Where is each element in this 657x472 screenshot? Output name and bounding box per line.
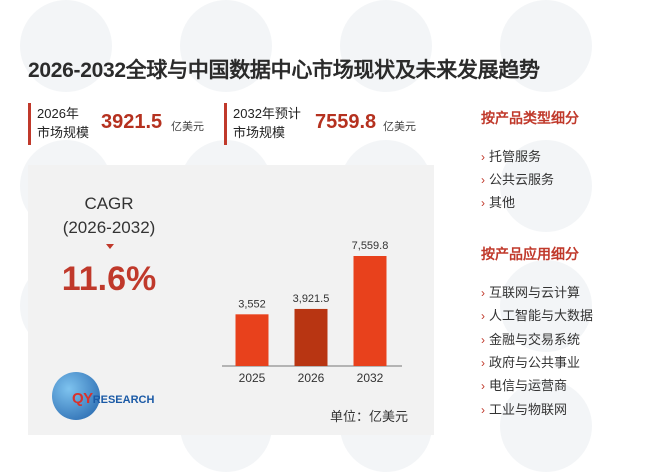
bar-value-label: 3,921.5 [293, 293, 330, 305]
logo-text: QYRESEARCH [72, 390, 155, 407]
chevron-right-icon: › [481, 173, 485, 187]
list-item[interactable]: › 托管服务 [481, 149, 542, 164]
bar-2032 [353, 256, 387, 366]
x-tick-label: 2025 [239, 371, 266, 385]
chevron-right-icon: › [481, 196, 485, 210]
stat-value: 3921.5 [101, 111, 163, 133]
bar-value-label: 3,552 [238, 298, 266, 310]
cagr-value: 11.6% [61, 260, 157, 298]
cagr-period: (2026-2032) [62, 218, 156, 237]
stat-2032: 2032年预计 市场规模 7559.8 亿美元 [224, 103, 433, 145]
list-item[interactable]: › 公共云服务 [481, 172, 555, 187]
stat-2026: 2026年 市场规模 3921.5 亿美元 [28, 103, 217, 145]
x-tick-label: 2026 [298, 371, 325, 385]
x-tick-label: 2032 [357, 371, 384, 385]
list-item[interactable]: › 电信与运营商 [481, 378, 568, 393]
bar-2026 [294, 308, 328, 366]
list-item[interactable]: › 工业与物联网 [481, 402, 568, 417]
section-title-product-type: 按产品类型细分 [481, 110, 579, 126]
list-item[interactable]: › 政府与公共事业 [481, 355, 581, 370]
stat-label: 2026年 市场规模 [37, 104, 89, 142]
chevron-right-icon: › [481, 333, 485, 347]
cagr-label: CAGR [84, 194, 134, 213]
chevron-right-icon: › [481, 150, 485, 164]
chevron-right-icon: › [481, 379, 485, 393]
bar-value-label: 7,559.8 [352, 240, 389, 252]
stat-value: 7559.8 [315, 111, 377, 133]
stat-label-line2: 市场规模 [37, 125, 90, 140]
chart-unit-note: 单位：亿美元 [330, 409, 409, 424]
chevron-right-icon: › [481, 403, 485, 417]
stat-label-line1: 2032年预计 [233, 106, 301, 121]
list-item[interactable]: › 其他 [481, 195, 516, 210]
list-item[interactable]: › 人工智能与大数据 [481, 308, 594, 323]
list-item[interactable]: › 金融与交易系统 [481, 332, 581, 347]
globe-icon [52, 372, 100, 420]
cagr-arrow-icon [106, 244, 114, 249]
stat-unit: 亿美元 [383, 121, 416, 133]
qyresearch-logo: QYRESEARCH [52, 372, 172, 424]
list-item[interactable]: › 互联网与云计算 [481, 285, 581, 300]
stat-label-line1: 2026年 [37, 106, 79, 121]
section-title-application: 按产品应用细分 [481, 246, 579, 262]
stat-label-line2: 市场规模 [233, 125, 286, 140]
page-title: 2026-2032全球与中国数据中心市场现状及未来发展趋势 [28, 59, 540, 82]
chevron-right-icon: › [481, 309, 485, 323]
bar-2025 [235, 314, 269, 366]
chevron-right-icon: › [481, 286, 485, 300]
stat-label: 2032年预计 市场规模 [233, 104, 301, 142]
stat-unit: 亿美元 [171, 121, 204, 133]
chevron-right-icon: › [481, 356, 485, 370]
